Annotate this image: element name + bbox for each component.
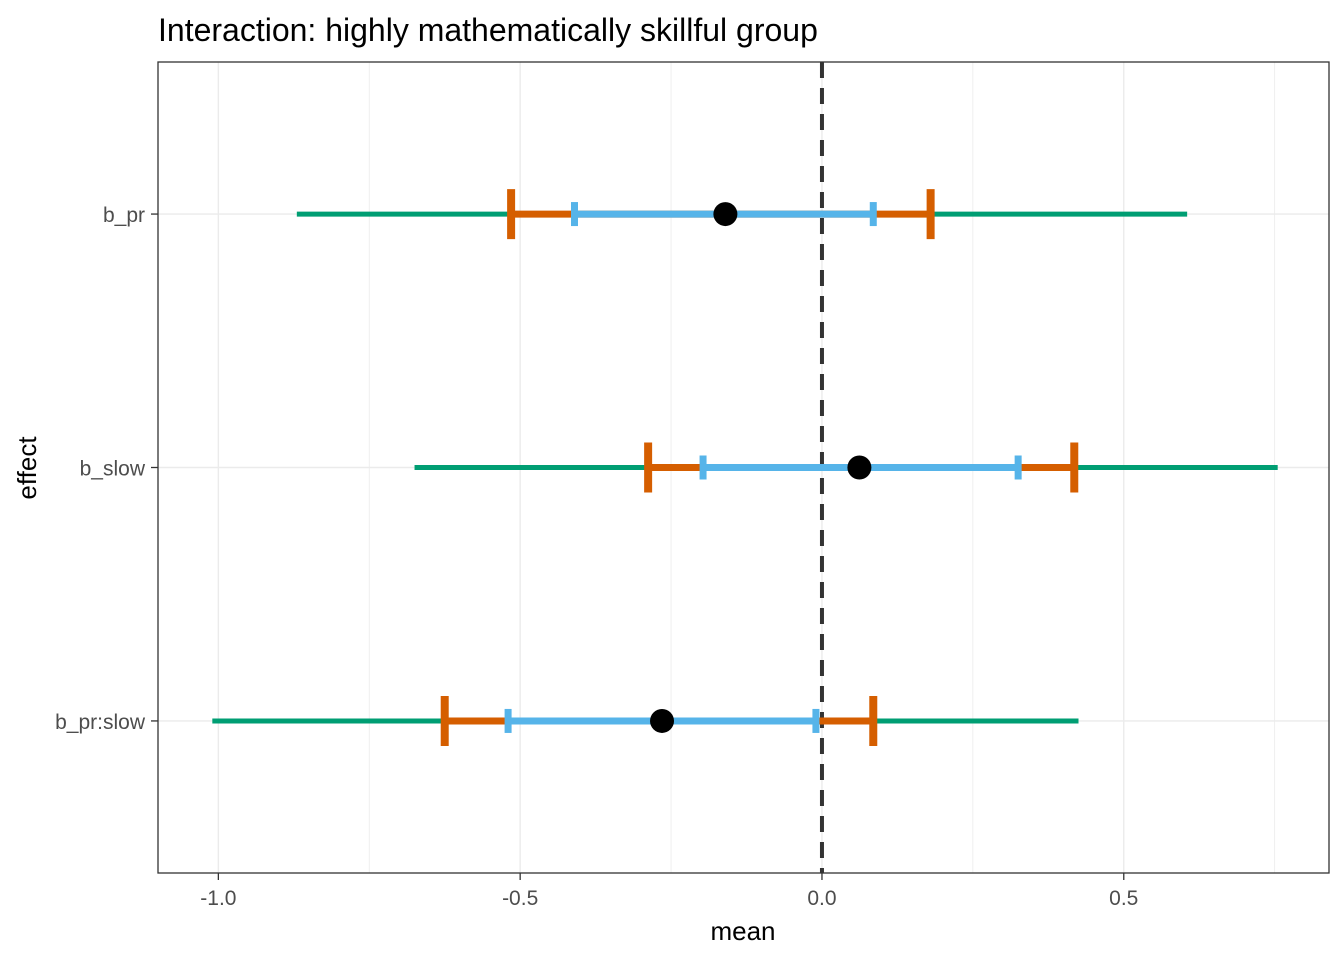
x-tick-label: 0.0 [807, 887, 836, 910]
mean-point [847, 455, 872, 480]
marks [212, 189, 1278, 746]
x-tick-label: -1.0 [200, 887, 236, 910]
x-tick-label: -0.5 [502, 887, 538, 910]
mean-point [713, 202, 738, 227]
x-axis: -1.0 -0.5 0.0 0.5 [200, 873, 1138, 910]
mean-point [650, 708, 675, 733]
y-axis-title: effect [12, 436, 42, 500]
chart-title: Interaction: highly mathematically skill… [158, 12, 818, 48]
y-axis: b_pr b_slow b_pr:slow [55, 204, 158, 734]
y-tick-label: b_slow [80, 458, 146, 481]
x-tick-label: 0.5 [1109, 887, 1138, 910]
y-tick-label: b_pr:slow [55, 711, 146, 734]
y-tick-label: b_pr [103, 204, 145, 227]
x-axis-title: mean [710, 916, 775, 946]
